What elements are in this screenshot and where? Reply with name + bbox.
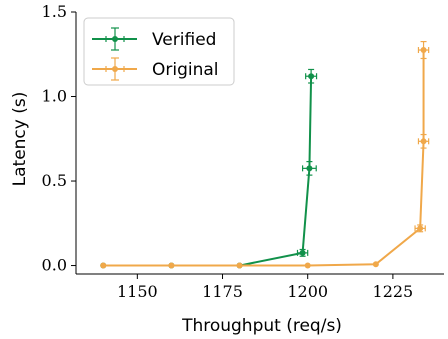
legend-marker (112, 66, 118, 72)
series-original (100, 40, 430, 269)
legend-label: Original (152, 60, 219, 80)
data-point (417, 225, 424, 232)
y-tick-label: 0.5 (42, 171, 67, 190)
series-layer (100, 40, 430, 269)
series-line (103, 50, 425, 267)
y-tick-label: 0.0 (42, 256, 67, 275)
x-axis-label: Throughput (req/s) (181, 316, 342, 336)
data-point (420, 47, 427, 54)
y-axis-label: Latency (s) (10, 92, 30, 187)
data-point (236, 262, 243, 269)
x-tick-label: 1150 (117, 282, 158, 301)
x-tick-label: 1225 (373, 282, 414, 301)
y-tick-label: 1.5 (42, 2, 67, 21)
data-point (306, 165, 313, 172)
ticks: 1150 1175 1200 1225 0.0 0.5 1.0 1.5 (42, 2, 414, 301)
legend-label: Verified (152, 30, 216, 50)
legend-entry-original: Original (92, 57, 219, 81)
data-point (308, 73, 315, 80)
legend-marker (112, 36, 118, 42)
data-point (420, 138, 427, 145)
data-point (168, 262, 175, 269)
legend: Verified Original (83, 17, 235, 86)
series-verified (100, 68, 318, 269)
y-tick-label: 1.0 (42, 87, 67, 106)
legend-entry-verified: Verified (92, 27, 216, 51)
data-point (304, 262, 311, 269)
data-point (372, 261, 379, 268)
series-line (103, 76, 313, 267)
data-point (100, 262, 107, 269)
data-point (299, 249, 306, 256)
x-tick-label: 1175 (202, 282, 243, 301)
x-tick-label: 1200 (287, 282, 328, 301)
